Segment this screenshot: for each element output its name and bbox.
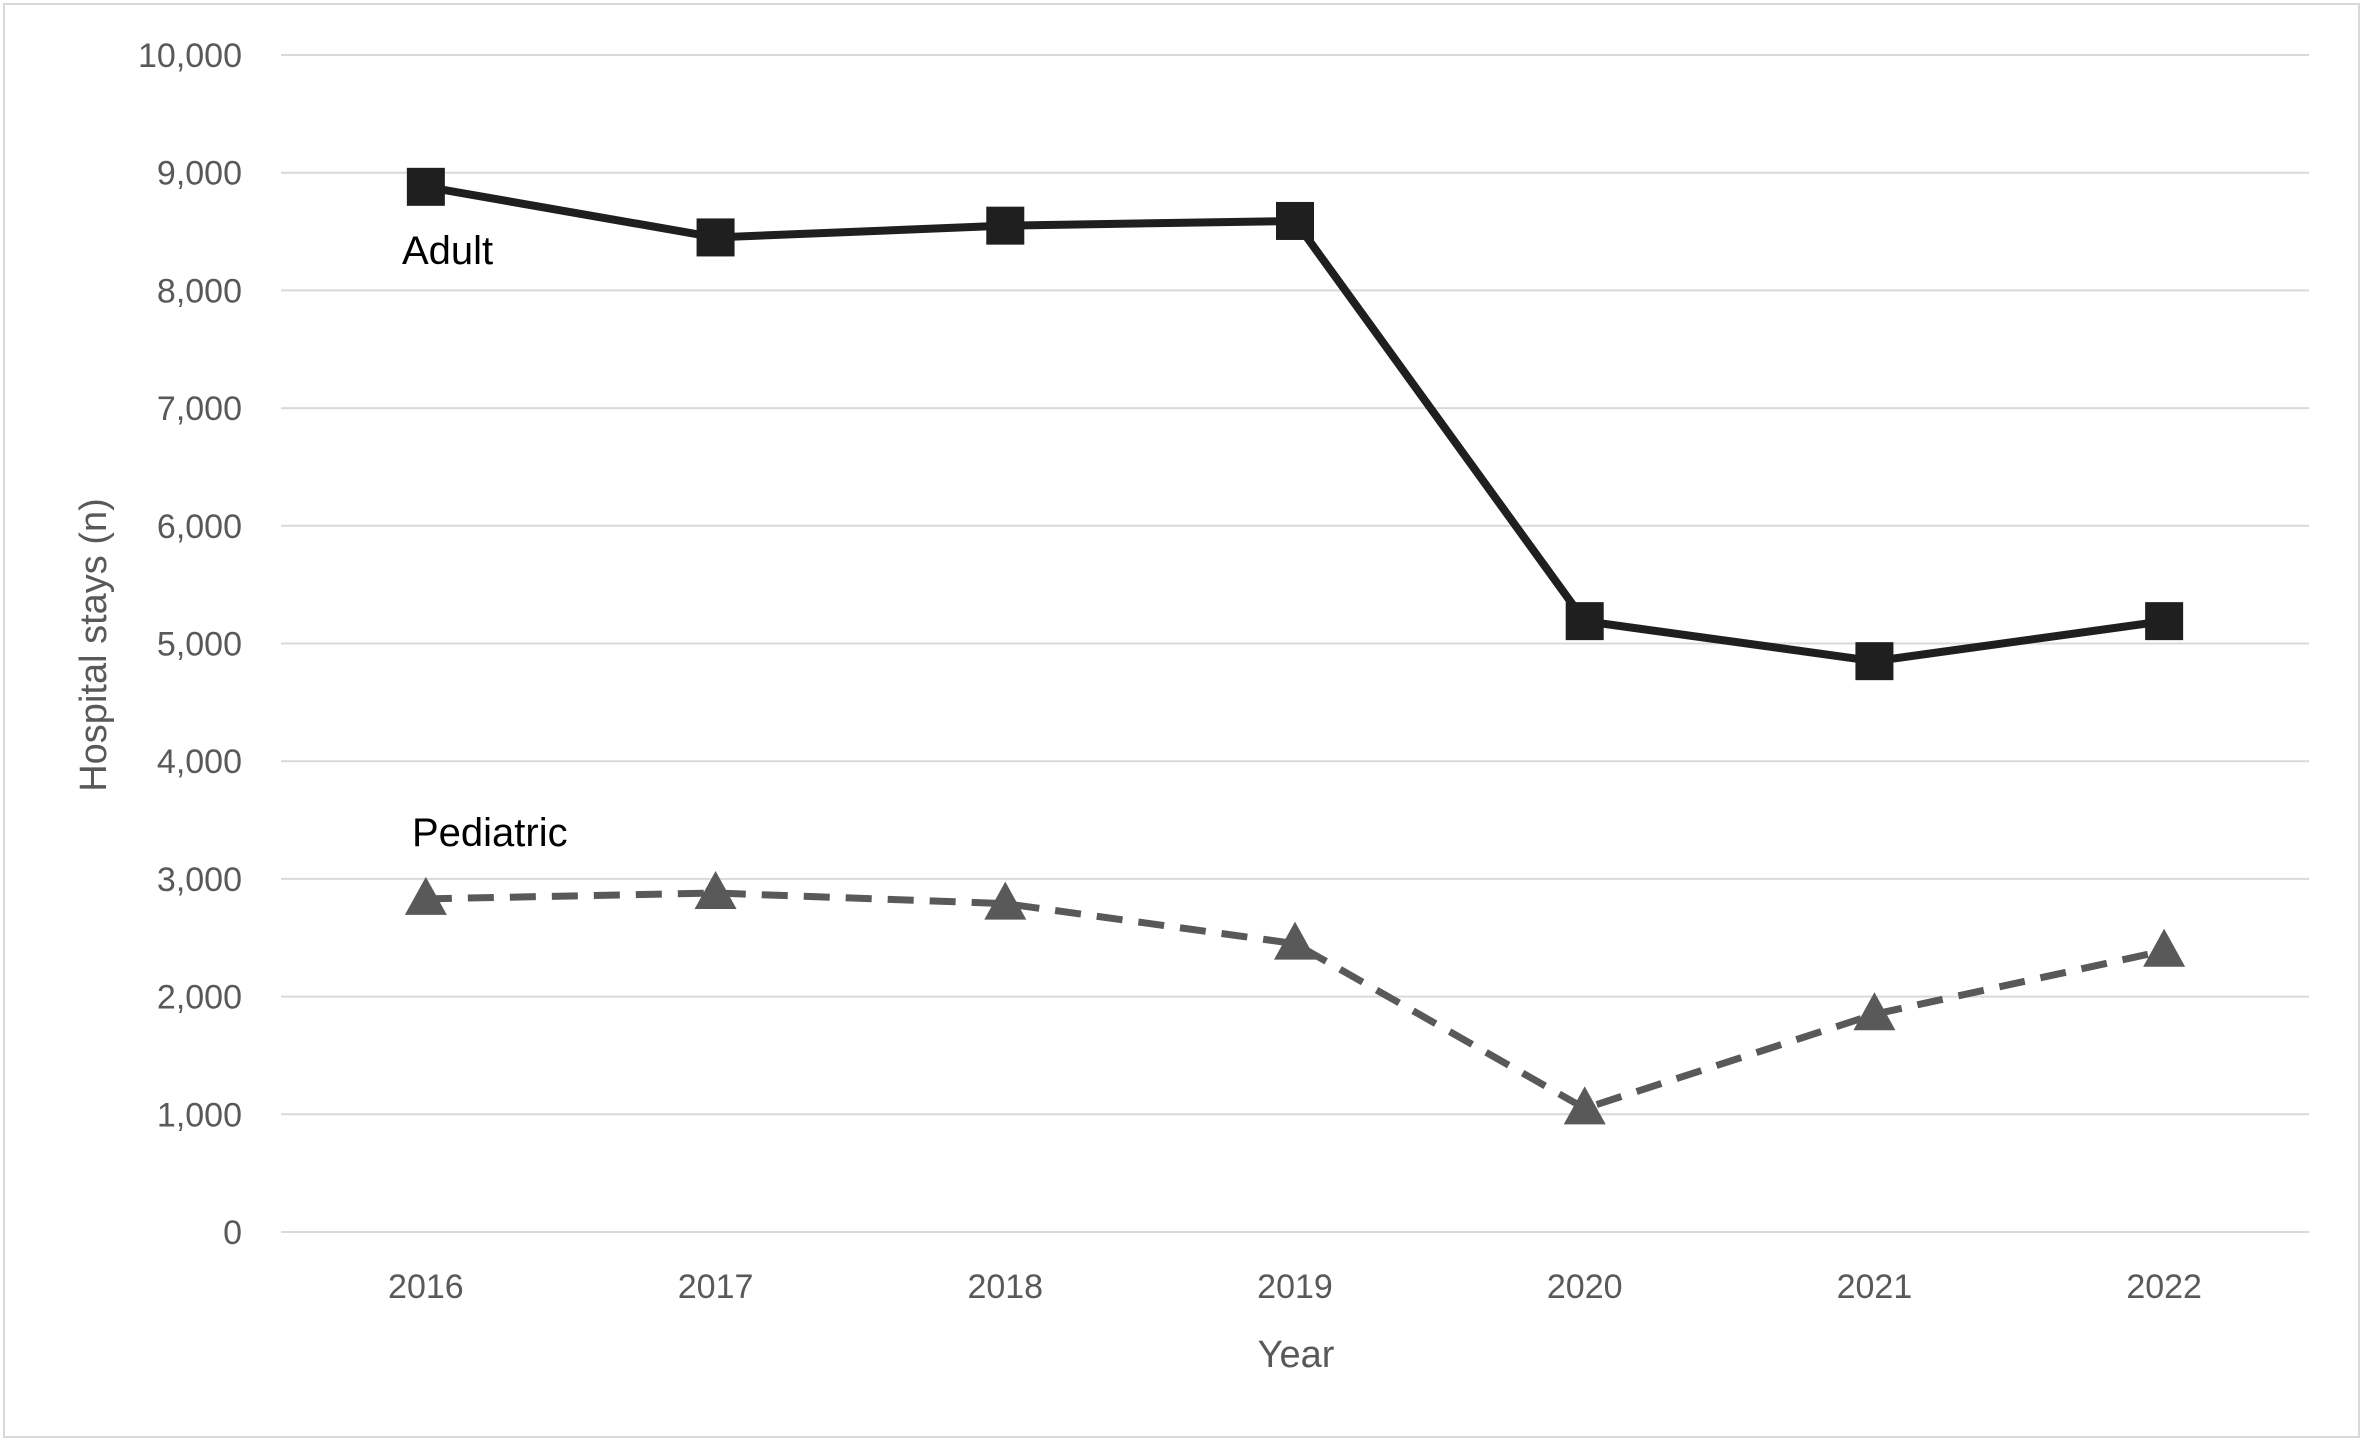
data-point-pediatric [694,871,737,910]
series-adult [406,167,2184,681]
data-point-pediatric [2143,928,2186,967]
y-tick-label: 2,000 [157,979,242,1017]
x-tick-label: 2017 [678,1268,754,1306]
y-axis-title: Hospital stays (n) [73,498,115,792]
data-point-adult [986,206,1025,245]
x-tick-label: 2016 [388,1268,464,1306]
data-point-pediatric [404,876,447,915]
y-tick-label: 0 [223,1214,242,1252]
data-point-pediatric [1563,1086,1606,1125]
gridlines [281,54,2309,1233]
y-tick-label: 6,000 [157,508,242,546]
series-label-pediatric: Pediatric [412,811,568,855]
y-tick-label: 1,000 [157,1096,242,1134]
chart-frame [3,3,2360,1438]
x-tick-label: 2018 [967,1268,1043,1306]
series-layer [404,167,2186,1125]
y-tick-label: 5,000 [157,626,242,664]
series-pediatric [404,871,2186,1125]
data-point-pediatric [984,881,1027,920]
series-labels: Adult Pediatric [402,229,568,855]
x-tick-label: 2021 [1837,1268,1913,1306]
data-point-pediatric [1853,992,1896,1031]
y-tick-label: 7,000 [157,390,242,428]
x-axis-title: Year [1258,1334,1335,1376]
x-tick-label: 2022 [2126,1268,2202,1306]
data-point-adult [406,167,445,206]
data-point-adult [1565,602,1604,641]
y-tick-labels: 0 1,000 2,000 3,000 4,000 5,000 6,000 7,000 8,00… [138,37,242,1252]
y-tick-label: 9,000 [157,155,242,193]
data-point-adult [1855,642,1894,681]
y-tick-label: 8,000 [157,272,242,310]
series-line-adult [425,182,2165,666]
data-point-adult [2145,602,2184,641]
x-tick-label: 2020 [1547,1268,1623,1306]
data-point-adult [1276,201,1314,240]
x-tick-labels: 2016 2017 2018 2019 2020 2021 2022 [388,1268,2202,1306]
series-label-adult: Adult [402,229,493,273]
data-point-adult [696,218,735,257]
y-tick-label: 3,000 [157,861,242,899]
data-point-pediatric [1274,921,1316,960]
y-tick-label: 10,000 [138,37,242,75]
y-tick-label: 4,000 [157,743,242,781]
x-tick-label: 2019 [1257,1268,1333,1306]
